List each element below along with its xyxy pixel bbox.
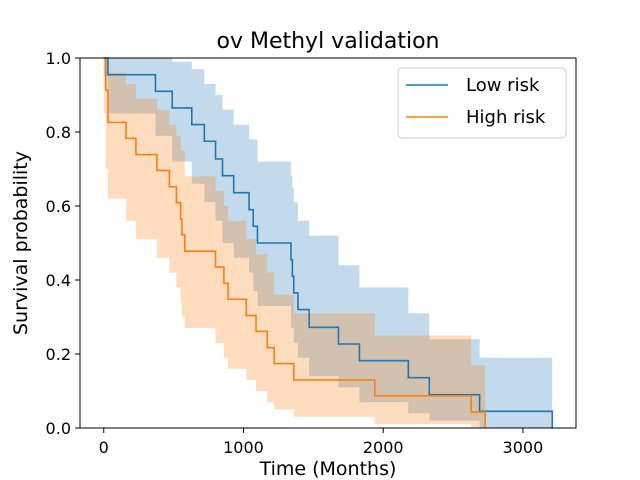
ci-band-high-risk	[103, 58, 486, 428]
legend-label-low-risk: Low risk	[466, 75, 540, 96]
x-tick-label: 1000	[223, 438, 264, 457]
x-tick-label: 0	[99, 438, 109, 457]
x-axis-ticks: 0 1000 2000 3000	[99, 428, 544, 457]
survival-line-high-risk	[103, 57, 486, 428]
y-tick-label: 0.0	[46, 419, 71, 438]
x-tick-label: 3000	[503, 438, 544, 457]
y-axis-label: Survival probability	[10, 151, 32, 335]
x-tick-label: 2000	[363, 438, 404, 457]
survival-line-low-risk	[103, 57, 554, 428]
y-axis-ticks: 0.0 0.2 0.4 0.6 0.8 1.0	[46, 49, 80, 438]
y-tick-label: 0.4	[46, 271, 71, 290]
x-axis-label: Time (Months)	[259, 458, 397, 480]
legend: Low risk High risk	[397, 67, 567, 139]
axes-frame	[79, 57, 577, 429]
survival-lines	[103, 57, 554, 428]
y-tick-label: 0.8	[46, 123, 71, 142]
legend-label-high-risk: High risk	[466, 107, 546, 128]
y-tick-label: 0.2	[46, 345, 71, 364]
y-tick-label: 0.6	[46, 197, 71, 216]
y-tick-label: 1.0	[46, 49, 71, 68]
chart-title: ov Methyl validation	[217, 29, 440, 54]
